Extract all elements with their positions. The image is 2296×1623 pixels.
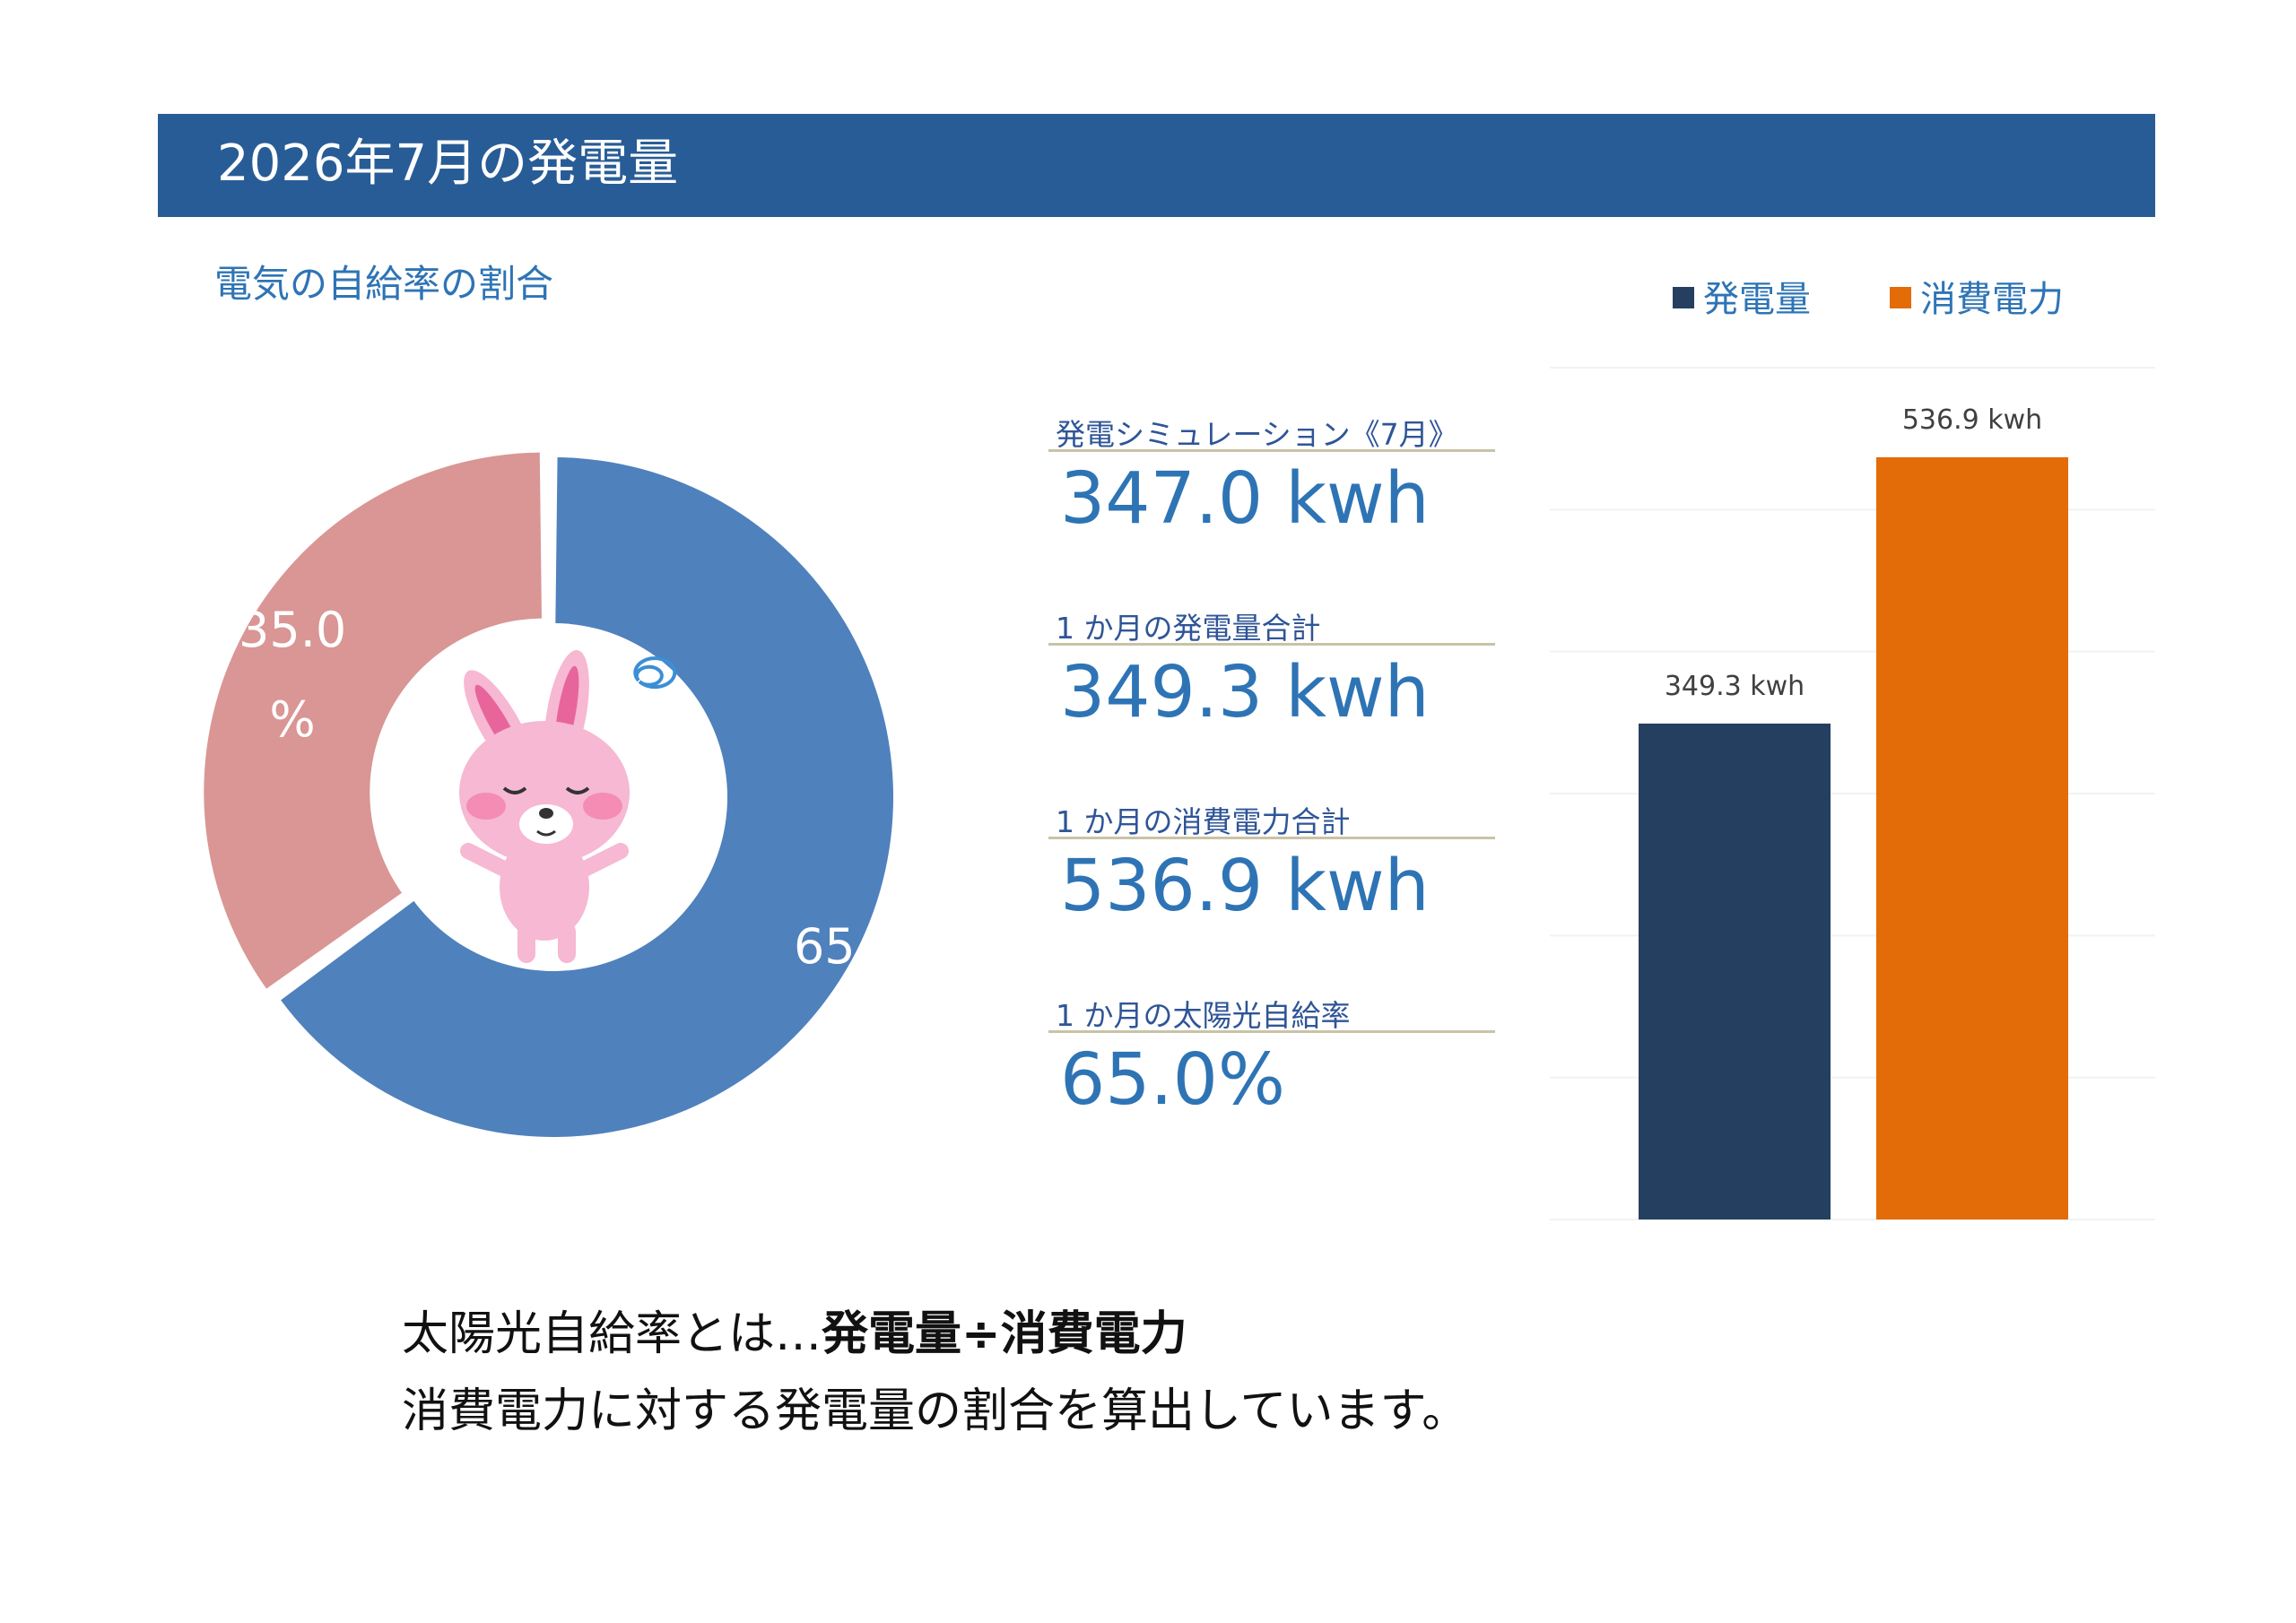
- stat-rule: [1048, 837, 1495, 839]
- stat-rule: [1048, 643, 1495, 646]
- donut-label: 65.0%: [793, 918, 948, 976]
- footer-line2: 消費電力に対する発電量の割合を算出しています。: [402, 1384, 1469, 1438]
- rabbit-illustration: [459, 649, 677, 963]
- stat-value: 347.0 kwh: [1060, 457, 1430, 540]
- stat-rule: [1048, 449, 1495, 452]
- donut-segment: [281, 457, 893, 1138]
- bar: [1639, 723, 1831, 1219]
- stat-value: 65.0%: [1060, 1038, 1285, 1121]
- stat-label: 発電シミュレーション《7月》: [1056, 417, 1458, 452]
- footer-text: 太陽光自給率とは…: [402, 1307, 822, 1361]
- stat-label: 1 か月の太陽光自給率: [1056, 998, 1351, 1033]
- legend-label: 消費電力: [1920, 279, 2064, 320]
- footer-line1: 太陽光自給率とは…発電量÷消費電力: [402, 1296, 1187, 1363]
- header-bar: [158, 114, 2155, 217]
- stat-label: 1 か月の発電量合計: [1056, 611, 1321, 646]
- stat-label: 1 か月の消費電力合計: [1056, 804, 1351, 839]
- bar-value-label: 349.3 kwh: [1665, 671, 1805, 702]
- donut-label: 35.0 %: [239, 602, 347, 749]
- stat-value: 536.9 kwh: [1060, 845, 1430, 927]
- header-title: 2026年7月の発電量: [217, 135, 679, 193]
- legend-label: 発電量: [1703, 279, 1811, 320]
- legend-swatch: [1890, 287, 1911, 308]
- stat-value: 349.3 kwh: [1060, 651, 1430, 733]
- donut-segment: [204, 452, 542, 989]
- bar-value-label: 536.9 kwh: [1902, 404, 2042, 436]
- stat-rule: [1048, 1030, 1495, 1033]
- bar: [1876, 456, 2068, 1219]
- legend-swatch: [1673, 287, 1694, 308]
- footer-bold: 発電量÷消費電力: [822, 1307, 1187, 1361]
- section-title: 電気の自給率の割合: [214, 262, 554, 306]
